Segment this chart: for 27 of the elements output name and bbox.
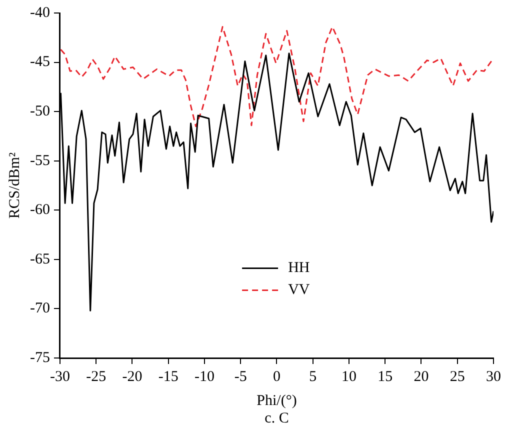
x-tick-label: -5 xyxy=(234,368,247,385)
x-tick-label: 15 xyxy=(378,368,393,385)
y-tick-label: -45 xyxy=(30,54,50,70)
y-tick-label: -70 xyxy=(30,300,50,317)
legend-label: VV xyxy=(288,282,310,298)
x-tick-label: -25 xyxy=(86,368,106,385)
y-tick-label: -75 xyxy=(30,350,50,366)
y-axis-title: RCS/dBm² xyxy=(6,152,23,219)
x-tick-label: 10 xyxy=(342,368,356,385)
x-tick-label: -30 xyxy=(50,368,70,385)
x-tick-label: 5 xyxy=(309,368,317,385)
y-tick-label: -50 xyxy=(30,104,50,120)
y-tick-label: -55 xyxy=(30,152,50,169)
x-tick-label: 25 xyxy=(450,368,465,385)
x-tick-label: -10 xyxy=(194,368,214,385)
line-series xyxy=(60,26,493,128)
x-tick-label: -20 xyxy=(122,368,142,385)
x-tick-label: 0 xyxy=(273,368,280,385)
y-tick-label: -40 xyxy=(30,4,50,21)
legend-label: HH xyxy=(288,260,310,276)
text: c. C xyxy=(264,410,289,426)
x-axis-title: Phi/(°) xyxy=(256,392,297,409)
y-tick-label: -65 xyxy=(30,251,50,268)
y-tick-label: -60 xyxy=(30,202,50,218)
x-tick-label: 20 xyxy=(414,368,429,385)
x-tick-label: 30 xyxy=(486,368,501,385)
x-tick-label: -15 xyxy=(158,368,178,385)
